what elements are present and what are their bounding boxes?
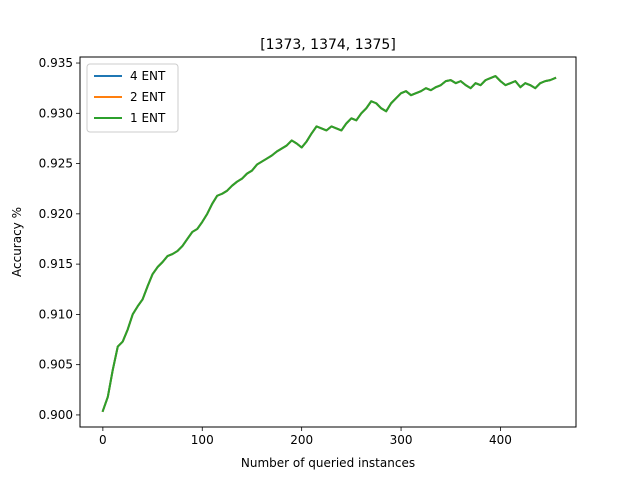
series-layer — [101, 75, 557, 413]
x-axis-ticks: 0 100 200 300 400 — [99, 427, 512, 447]
x-tick-label: 400 — [489, 433, 512, 447]
x-tick-label: 0 — [99, 433, 107, 447]
x-axis-label: Number of queried instances — [241, 456, 415, 470]
y-tick-label: 0.930 — [39, 106, 73, 120]
y-tick-label: 0.925 — [39, 157, 73, 171]
y-axis-label: Accuracy % — [10, 207, 24, 277]
legend-label-2-ent: 2 ENT — [130, 90, 166, 104]
x-tick-label: 300 — [390, 433, 413, 447]
x-tick-label: 200 — [290, 433, 313, 447]
legend-label-4-ent: 4 ENT — [130, 69, 166, 83]
legend: 4 ENT 2 ENT 1 ENT — [86, 63, 179, 133]
y-tick-label: 0.915 — [39, 257, 73, 271]
y-tick-label: 0.910 — [39, 307, 73, 321]
plot-frame — [79, 56, 577, 428]
y-tick-label: 0.905 — [39, 358, 73, 372]
legend-label-1-ent: 1 ENT — [130, 111, 166, 125]
x-tick-label: 100 — [191, 433, 214, 447]
chart-title: [1373, 1374, 1375] — [260, 37, 396, 53]
y-tick-label: 0.920 — [39, 207, 73, 221]
y-tick-label: 0.900 — [39, 408, 73, 422]
y-tick-label: 0.935 — [39, 56, 73, 70]
legend-box — [86, 63, 179, 133]
y-axis-ticks: 0.900 0.905 0.910 0.915 0.920 0.925 0.930 0.935 — [39, 56, 80, 422]
series-line-1-ent — [101, 75, 557, 413]
